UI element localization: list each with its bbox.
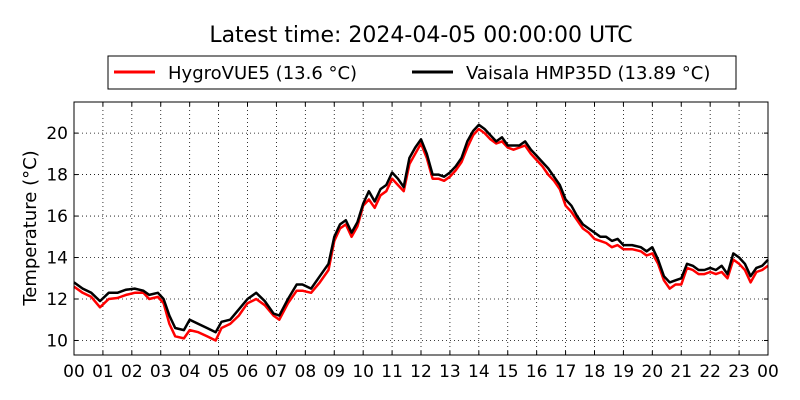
y-tick-label: 12 bbox=[46, 290, 68, 310]
y-axis-label: Temperature (°C) bbox=[20, 150, 41, 306]
series-line-hygrovue5 bbox=[73, 127, 769, 342]
x-tick-label: 08 bbox=[295, 362, 317, 382]
x-tick-label: 11 bbox=[381, 362, 403, 382]
legend-label-hygrovue5: HygroVUE5 (13.6 °C) bbox=[168, 63, 357, 84]
series-line-vaisala bbox=[73, 123, 769, 334]
y-tick-label: 20 bbox=[46, 124, 68, 144]
x-tick-label: 21 bbox=[670, 362, 692, 382]
chart-title: Latest time: 2024-04-05 00:00:00 UTC bbox=[209, 23, 632, 48]
x-tick-label: 18 bbox=[584, 362, 606, 382]
x-tick-label: 12 bbox=[410, 362, 432, 382]
x-tick-label: 00 bbox=[757, 362, 779, 382]
x-tick-label: 06 bbox=[237, 362, 259, 382]
legend-label-vaisala: Vaisala HMP35D (13.89 °C) bbox=[466, 63, 710, 84]
x-tick-label: 17 bbox=[555, 362, 577, 382]
x-axis-ticks: 00 01 02 03 04 05 06 07 08 09 10 11 12 13 14 15 16 17 18 19… bbox=[63, 102, 779, 382]
series-lines bbox=[73, 123, 769, 342]
x-tick-label: 16 bbox=[526, 362, 548, 382]
y-tick-label: 10 bbox=[46, 331, 68, 351]
x-tick-label: 03 bbox=[150, 362, 172, 382]
x-tick-label: 00 bbox=[63, 362, 85, 382]
y-tick-label: 16 bbox=[46, 207, 68, 227]
x-tick-label: 05 bbox=[208, 362, 230, 382]
x-tick-label: 14 bbox=[468, 362, 490, 382]
x-tick-label: 01 bbox=[92, 362, 114, 382]
x-tick-label: 15 bbox=[497, 362, 519, 382]
plot-frame bbox=[73, 101, 769, 356]
x-tick-label: 20 bbox=[642, 362, 664, 382]
x-tick-label: 04 bbox=[179, 362, 201, 382]
x-tick-label: 13 bbox=[439, 362, 461, 382]
x-tick-label: 22 bbox=[699, 362, 721, 382]
x-tick-label: 19 bbox=[613, 362, 635, 382]
y-tick-label: 18 bbox=[46, 166, 68, 186]
x-tick-label: 07 bbox=[266, 362, 288, 382]
x-tick-label: 09 bbox=[323, 362, 345, 382]
legend: HygroVUE5 (13.6 °C) Vaisala HMP35D (13.8… bbox=[107, 55, 737, 90]
y-axis-ticks: 10 12 14 16 18 20 bbox=[46, 124, 768, 351]
y-tick-label: 14 bbox=[46, 249, 68, 269]
x-tick-label: 10 bbox=[352, 362, 374, 382]
x-tick-label: 23 bbox=[728, 362, 750, 382]
x-tick-label: 02 bbox=[121, 362, 143, 382]
